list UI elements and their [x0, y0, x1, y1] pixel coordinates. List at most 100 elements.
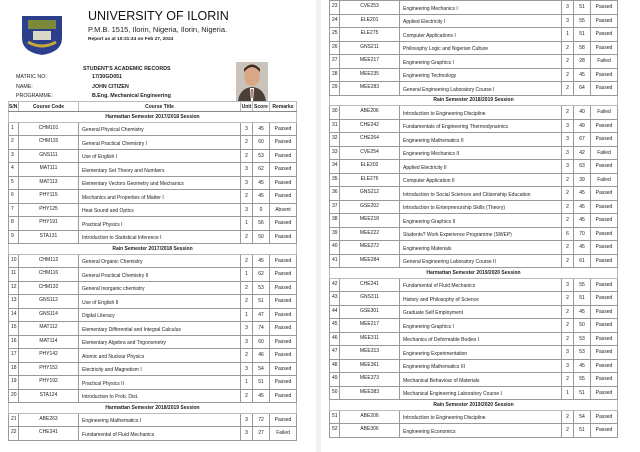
- course-unit: 2: [561, 372, 574, 387]
- table-row: 29 MEE283 General Engineering Laboratory C…: [329, 81, 618, 96]
- course-code: CHM132: [18, 280, 79, 295]
- course-code: CVE254: [339, 145, 400, 160]
- table-row: 49 MEE373 Mechanical Behaviour of Material…: [329, 372, 618, 387]
- course-sn: 9: [8, 229, 19, 244]
- course-unit: 3: [561, 13, 574, 28]
- course-unit: 1: [240, 216, 253, 231]
- course-unit: 2: [561, 186, 574, 201]
- course-sn: 52: [329, 423, 340, 438]
- course-title: Mechanics of Deformable Bodies I: [399, 331, 562, 346]
- course-code: STA124: [18, 388, 79, 403]
- course-score: 63: [573, 159, 591, 174]
- table-row: 24 ELE201 Applied Electricity I 3 55 Passed: [329, 13, 618, 28]
- semester-header-row: Harmattan Semester 2017/2018 Session: [8, 111, 297, 123]
- course-title: Engineering Experimentation: [399, 345, 562, 360]
- course-title: General Physical Chemistry: [78, 121, 241, 136]
- course-score: 70: [573, 226, 591, 241]
- course-code: CHM116: [18, 267, 79, 282]
- semester-header-row: Rain Semester 2018/2019 Session: [329, 94, 618, 106]
- course-remarks: Failed: [269, 426, 297, 441]
- table-row: 44 GSE301 Graduate Self Employment 2 45 Passe…: [329, 304, 618, 319]
- course-score: 54: [573, 409, 591, 424]
- course-unit: 3: [561, 159, 574, 174]
- course-sn: 11: [8, 267, 19, 282]
- table-row: 23 CVE253 Engineering Mechanics I 3 51 Passed: [329, 0, 618, 15]
- course-code: CHE241: [18, 426, 79, 441]
- course-unit: 2: [561, 253, 574, 268]
- course-remarks: Passed: [590, 67, 618, 82]
- semester-title: Rain Semester 2018/2019 Session: [329, 94, 618, 106]
- name-label: NAME:: [16, 84, 33, 90]
- course-title: Introduction to Engineering Discipline: [399, 105, 562, 120]
- course-unit: 1: [561, 27, 574, 42]
- course-score: 50: [252, 229, 270, 244]
- course-unit: 1: [240, 375, 253, 390]
- course-score: 40: [573, 105, 591, 120]
- course-score: 42: [573, 145, 591, 160]
- course-sn: 5: [8, 175, 19, 190]
- course-code: MEE272: [339, 240, 400, 255]
- course-unit: 2: [240, 253, 253, 268]
- course-sn: 8: [8, 216, 19, 231]
- course-sn: 37: [329, 199, 340, 214]
- table-row: 38 MEE218 Engineering Graphics II 2 45 Passed: [329, 213, 618, 228]
- course-score: 62: [252, 267, 270, 282]
- course-remarks: Passed: [269, 388, 297, 403]
- column-header-score: Score: [252, 101, 270, 112]
- course-score: 74: [252, 321, 270, 336]
- table-row: 45 MEE217 Engineering Graphics I 2 50 Passed: [329, 318, 618, 333]
- course-sn: 41: [329, 253, 340, 268]
- semester-title: Harmattan Semester 2019/2020 Session: [329, 267, 618, 279]
- semester-title: Rain Semester 2017/2018 Session: [8, 243, 297, 255]
- course-remarks: Passed: [269, 361, 297, 376]
- course-code: MEE361: [339, 358, 400, 373]
- course-unit: 1: [561, 385, 574, 400]
- table-row: 51 ABE206 Introduction to Engineering Disc…: [329, 409, 618, 424]
- course-unit: 2: [561, 240, 574, 255]
- course-unit: 3: [240, 121, 253, 136]
- course-unit: 2: [240, 348, 253, 363]
- course-title: Applied Electricity II: [399, 159, 562, 174]
- course-sn: 47: [329, 345, 340, 360]
- table-row: 22 CHE241 Fundamental of Fluid Mechanics 3 2…: [8, 426, 297, 441]
- university-address: P.M.B. 1515, Ilorin, Nigeria, Ilorin, Ni…: [88, 25, 228, 34]
- course-remarks: Passed: [590, 331, 618, 346]
- course-code: GNS212: [339, 186, 400, 201]
- course-unit: 2: [561, 409, 574, 424]
- semester-header-row: Rain Semester 2017/2018 Session: [8, 243, 297, 255]
- course-title: Engineering Mechanics I: [399, 0, 562, 15]
- course-sn: 12: [8, 280, 19, 295]
- course-sn: 40: [329, 240, 340, 255]
- course-score: 51: [252, 375, 270, 390]
- course-code: MAT112: [18, 321, 79, 336]
- course-sn: 4: [8, 162, 19, 177]
- course-code: GNS114: [18, 307, 79, 322]
- table-row: 36 GNS212 Introduction to Social Sciences …: [329, 186, 618, 201]
- course-title: Elementary Algebra and Trigonometry: [78, 334, 241, 349]
- course-title: General Practical Chemistry II: [78, 267, 241, 282]
- course-unit: 3: [240, 321, 253, 336]
- course-remarks: Passed: [590, 226, 618, 241]
- table-row: 3 GNS111 Use of English I 2 53 Passed: [8, 148, 297, 163]
- course-score: 72: [252, 412, 270, 427]
- course-remarks: Passed: [269, 229, 297, 244]
- course-score: 61: [573, 253, 591, 268]
- table-row: 8 PHY191 Practical Physics I 1 56 Passed: [8, 216, 297, 231]
- table-row: 52 ABE306 Engineering Economics 2 51 Passed: [329, 423, 618, 438]
- course-remarks: Passed: [269, 175, 297, 190]
- table-row: 1 CHM101 General Physical Chemistry 3 45 Pass…: [8, 121, 297, 136]
- table-row: 32 CHE264 Engineering Mathematics II 3 67 Pas…: [329, 132, 618, 147]
- course-unit: 2: [240, 189, 253, 204]
- course-remarks: Passed: [590, 13, 618, 28]
- course-score: 28: [573, 54, 591, 69]
- course-title: Engineering Mathematics III: [399, 358, 562, 373]
- semester-header-row: Harmattan Semester 2019/2020 Session: [329, 267, 618, 279]
- course-sn: 28: [329, 67, 340, 82]
- course-code: MEE218: [339, 213, 400, 228]
- course-sn: 21: [8, 412, 19, 427]
- course-title: Fundamentals of Engineering Thermodynami…: [399, 118, 562, 133]
- course-unit: 2: [561, 423, 574, 438]
- university-name: UNIVERSITY OF ILORIN: [88, 9, 229, 23]
- course-unit: 6: [561, 226, 574, 241]
- course-score: 53: [252, 280, 270, 295]
